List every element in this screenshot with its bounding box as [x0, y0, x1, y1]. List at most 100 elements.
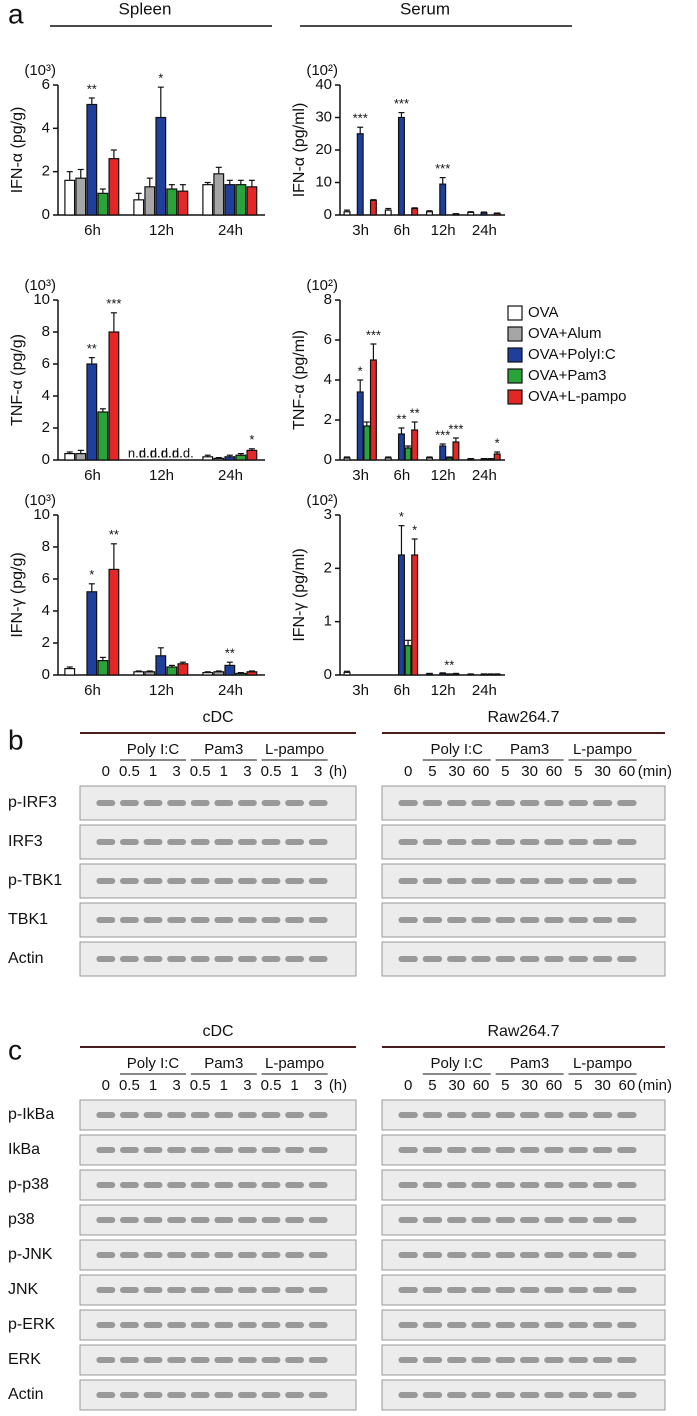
y-tick-label: 6: [324, 331, 332, 348]
band: [398, 1182, 418, 1188]
y-tick-label: 2: [324, 559, 332, 576]
bar: [75, 177, 87, 216]
band: [214, 1392, 234, 1398]
legend-swatch: [507, 305, 523, 321]
band: [447, 1182, 467, 1188]
band: [592, 1112, 613, 1118]
bar: [64, 667, 76, 676]
band: [471, 1147, 491, 1153]
band: [617, 878, 637, 884]
band: [190, 917, 210, 923]
band: [119, 956, 139, 962]
band: [398, 1287, 418, 1293]
band: [237, 1112, 257, 1118]
lane-unit: (h): [329, 1077, 347, 1094]
y-tick-label: 6: [42, 570, 50, 587]
significance: n.d.: [150, 445, 172, 460]
band: [214, 1322, 234, 1328]
band: [237, 956, 257, 962]
band: [308, 1147, 328, 1153]
lane-label: 5: [428, 763, 436, 780]
bar: [356, 133, 364, 216]
band: [214, 956, 234, 962]
band: [398, 800, 418, 806]
band: [422, 1182, 443, 1188]
band: [617, 1182, 637, 1188]
band: [495, 839, 516, 845]
band: [119, 1217, 139, 1223]
band: [471, 1182, 491, 1188]
band: [447, 1147, 467, 1153]
panel-label: a: [8, 0, 24, 29]
band: [544, 1322, 564, 1328]
y-multiplier: (10³): [24, 492, 56, 509]
band: [96, 1252, 116, 1258]
bar: [108, 331, 120, 461]
bar: [467, 673, 475, 676]
band: [237, 1252, 257, 1258]
row-label: p-IkBa: [8, 1106, 54, 1123]
column-header: Spleen: [119, 0, 172, 18]
band: [96, 800, 116, 806]
band: [471, 1217, 491, 1223]
lane-label: 0.5: [119, 763, 140, 780]
bar: [224, 456, 236, 461]
band: [261, 1112, 281, 1118]
x-tick-label: 6h: [394, 222, 411, 239]
band: [167, 1287, 187, 1293]
lane-label: 60: [473, 1077, 490, 1094]
band: [190, 1112, 210, 1118]
legend-label: OVA: [528, 304, 559, 321]
group-label: L-pampo: [265, 1055, 324, 1072]
band: [167, 1182, 187, 1188]
lane-label: 5: [501, 763, 509, 780]
band: [544, 1357, 564, 1363]
band: [119, 1252, 139, 1258]
lane-label: 60: [619, 1077, 636, 1094]
bar: [343, 671, 351, 676]
band: [398, 1217, 418, 1223]
band: [471, 839, 491, 845]
band: [617, 1112, 637, 1118]
band: [495, 917, 516, 923]
y-tick-label: 0: [324, 451, 332, 468]
bar: [202, 184, 214, 216]
lane-label: 30: [521, 763, 538, 780]
row-label: IkBa: [8, 1141, 40, 1158]
band: [167, 956, 187, 962]
band: [422, 1217, 443, 1223]
bar: [411, 429, 419, 461]
band: [471, 878, 491, 884]
group-label: Pam3: [204, 741, 243, 758]
band: [190, 1287, 210, 1293]
y-tick-label: 4: [42, 119, 50, 136]
x-tick-label: 24h: [472, 467, 497, 484]
lane-label: 1: [290, 763, 298, 780]
band: [237, 1392, 257, 1398]
band: [214, 800, 234, 806]
row-label: p-ERK: [8, 1316, 55, 1333]
band: [167, 1392, 187, 1398]
band: [495, 1392, 516, 1398]
bar: [487, 673, 495, 676]
significance: n.d.: [161, 445, 183, 460]
band: [568, 1112, 588, 1118]
band: [261, 956, 281, 962]
bar: [155, 655, 167, 676]
y-tick-label: 4: [324, 371, 332, 388]
band: [398, 839, 418, 845]
band: [167, 1252, 187, 1258]
band: [96, 1112, 116, 1118]
row-label: IRF3: [8, 833, 43, 850]
band: [143, 917, 163, 923]
band: [261, 1147, 281, 1153]
band: [471, 800, 491, 806]
significance: ***: [366, 327, 381, 342]
band: [261, 1252, 281, 1258]
lane-label: 3: [243, 1077, 251, 1094]
significance: **: [87, 341, 97, 356]
lane-label: 1: [149, 763, 157, 780]
row-label: p-p38: [8, 1176, 49, 1193]
band: [214, 1217, 234, 1223]
band: [237, 1287, 257, 1293]
